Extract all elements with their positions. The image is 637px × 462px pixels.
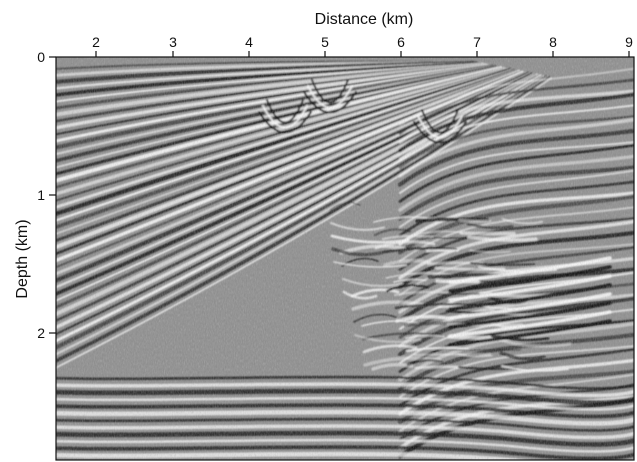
seismic-noise xyxy=(56,57,634,460)
x-tick-label: 2 xyxy=(92,34,100,50)
x-tick-label: 9 xyxy=(625,34,633,50)
plot-frame xyxy=(55,56,635,461)
x-tick-label: 8 xyxy=(549,34,557,50)
y-tick-label: 0 xyxy=(37,49,45,65)
x-tick-label: 5 xyxy=(321,34,329,50)
y-axis: 0 1 2 xyxy=(37,49,56,341)
x-tick-label: 7 xyxy=(473,34,481,50)
y-tick-label: 2 xyxy=(37,325,45,341)
x-tick-label: 6 xyxy=(397,34,405,50)
seismic-image xyxy=(56,57,634,460)
x-tick-label: 4 xyxy=(245,34,253,50)
x-axis-title: Distance (km) xyxy=(315,11,414,28)
x-tick-label: 3 xyxy=(169,34,177,50)
y-axis-title: Depth (km) xyxy=(14,219,31,298)
x-axis: 2 3 4 5 6 7 8 9 xyxy=(92,34,633,57)
y-tick-label: 1 xyxy=(37,187,45,203)
